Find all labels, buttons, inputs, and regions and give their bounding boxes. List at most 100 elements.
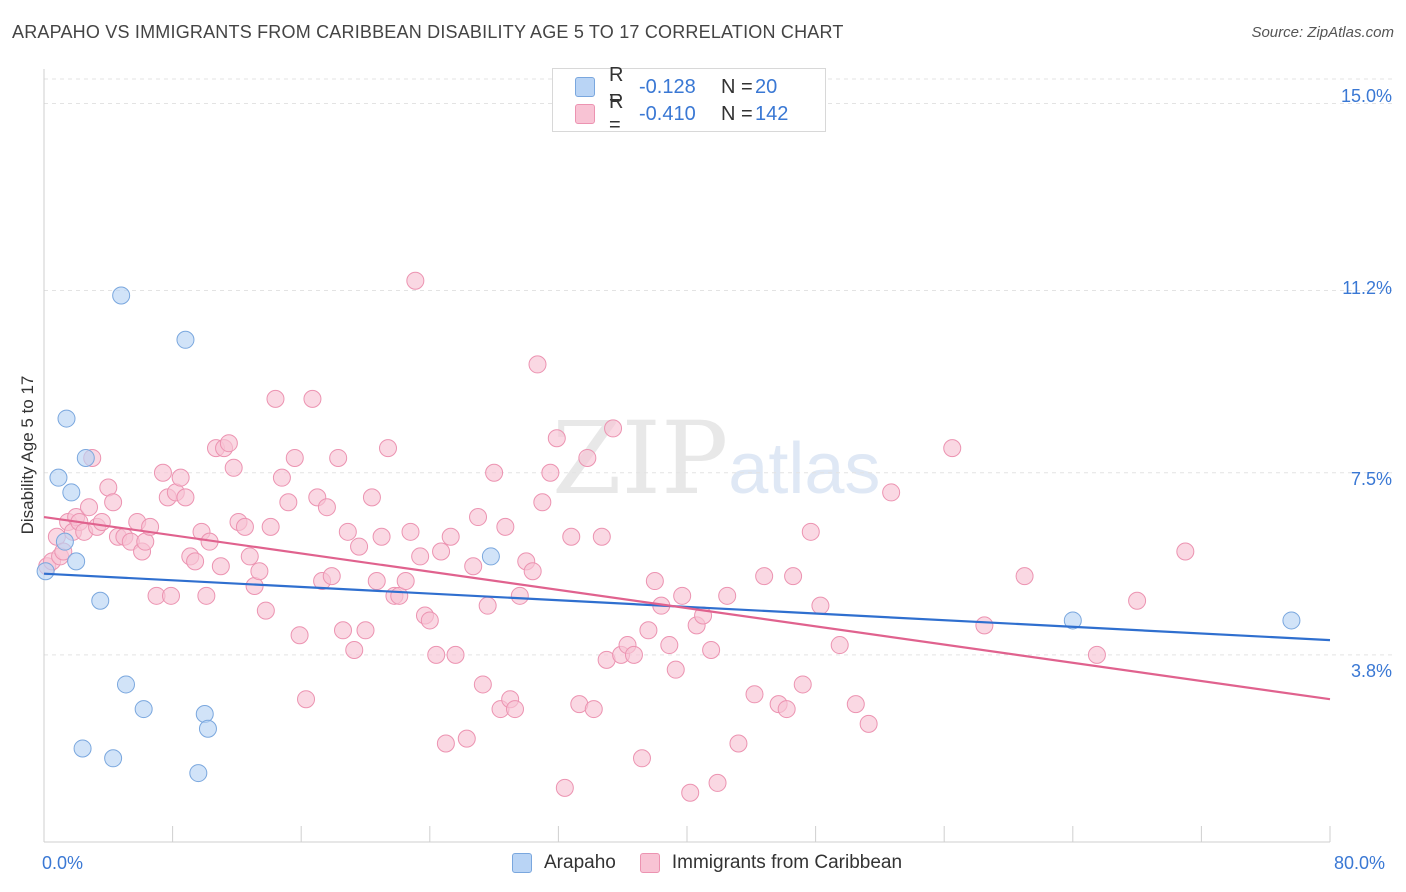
caribbean-point xyxy=(446,645,465,664)
grid-lines xyxy=(44,78,1392,656)
y-tick-label: 11.2% xyxy=(1342,278,1392,298)
caribbean-point xyxy=(367,572,386,591)
r-label: R = xyxy=(609,91,624,136)
caribbean-point xyxy=(317,498,336,517)
caribbean-point xyxy=(457,729,476,748)
caribbean-point xyxy=(197,586,216,605)
caribbean-point xyxy=(92,512,111,531)
caribbean-point xyxy=(279,493,298,512)
legend-row-arapaho: R = -0.128 N = 20 xyxy=(575,64,777,109)
arapaho-point xyxy=(49,468,68,487)
caribbean-point xyxy=(846,695,865,714)
caribbean-point xyxy=(496,517,515,536)
caribbean-point xyxy=(584,700,603,719)
caribbean-point xyxy=(362,488,381,507)
arapaho-point xyxy=(481,547,500,566)
caribbean-point xyxy=(345,640,364,659)
correlation-legend: R = -0.128 N = 20 R = -0.410 N = 142 xyxy=(552,64,826,136)
caribbean-point xyxy=(350,537,369,556)
caribbean-point xyxy=(485,463,504,482)
caribbean-point xyxy=(322,567,341,586)
caribbean-point xyxy=(176,488,195,507)
caribbean-swatch xyxy=(639,853,660,873)
caribbean-point xyxy=(745,685,764,704)
arapaho-point xyxy=(55,532,74,551)
arapaho-point xyxy=(189,764,208,783)
caribbean-point xyxy=(356,621,375,640)
arapaho-point xyxy=(195,704,214,723)
arapaho-point xyxy=(67,552,86,571)
caribbean-point xyxy=(427,645,446,664)
arapaho-point xyxy=(176,330,195,349)
arapaho-point xyxy=(62,483,81,502)
caribbean-point xyxy=(211,557,230,576)
caribbean-point xyxy=(240,547,259,566)
caribbean-point xyxy=(406,271,425,290)
arapaho-point xyxy=(91,591,110,610)
caribbean-point xyxy=(673,586,692,605)
caribbean-point xyxy=(104,493,123,512)
caribbean-point xyxy=(1015,567,1034,586)
caribbean-point xyxy=(261,517,280,536)
caribbean-point xyxy=(505,700,524,719)
caribbean-point xyxy=(266,389,285,408)
caribbean-point xyxy=(464,557,483,576)
axes xyxy=(43,69,1331,843)
caribbean-point xyxy=(329,448,348,467)
caribbean-point xyxy=(562,527,581,546)
legend-item-caribbean[interactable]: Immigrants from Caribbean xyxy=(639,852,902,874)
caribbean-point xyxy=(256,601,275,620)
caribbean-point xyxy=(171,468,190,487)
caribbean-point xyxy=(478,596,497,615)
caribbean-point xyxy=(801,522,820,541)
x-tick-label: 0.0% xyxy=(42,853,84,873)
caribbean-points xyxy=(38,271,1195,802)
y-tick-label: 7.5% xyxy=(1350,469,1392,489)
caribbean-point xyxy=(592,527,611,546)
n-label: N = xyxy=(721,102,753,125)
arapaho-point xyxy=(57,409,76,428)
caribbean-point xyxy=(624,645,643,664)
caribbean-point xyxy=(432,542,451,561)
caribbean-point xyxy=(859,714,878,733)
legend-item-arapaho[interactable]: Arapaho xyxy=(512,852,616,874)
x-tick-label: 80.0% xyxy=(1334,853,1386,873)
caribbean-point xyxy=(235,517,254,536)
arapaho-point xyxy=(1063,611,1082,630)
arapaho-point xyxy=(116,675,135,694)
caribbean-point xyxy=(660,636,679,655)
legend-label: Arapaho xyxy=(544,852,616,873)
caribbean-point xyxy=(604,419,623,438)
arapaho-points xyxy=(36,286,1301,783)
caribbean-point xyxy=(777,700,796,719)
caribbean-point xyxy=(469,508,488,527)
watermark-atlas: atlas xyxy=(728,429,881,509)
arapaho-point xyxy=(73,739,92,758)
arapaho-point xyxy=(1282,611,1301,630)
arapaho-point xyxy=(134,700,153,719)
caribbean-point xyxy=(632,749,651,768)
caribbean-point xyxy=(401,522,420,541)
caribbean-point xyxy=(533,493,552,512)
caribbean-point xyxy=(681,783,700,802)
caribbean-point xyxy=(290,626,309,645)
caribbean-swatch xyxy=(575,104,595,124)
caribbean-point xyxy=(578,448,597,467)
legend-row-caribbean: R = -0.410 N = 142 xyxy=(575,91,788,136)
caribbean-point xyxy=(285,448,304,467)
r-value: -0.128 xyxy=(639,75,696,98)
caribbean-point xyxy=(333,621,352,640)
r-value: -0.410 xyxy=(639,102,696,125)
caribbean-point xyxy=(436,734,455,753)
caribbean-point xyxy=(645,572,664,591)
arapaho-point xyxy=(76,448,95,467)
caribbean-point xyxy=(528,355,547,374)
caribbean-point xyxy=(411,547,430,566)
chart-title: ARAPAHO VS IMMIGRANTS FROM CARIBBEAN DIS… xyxy=(12,22,844,42)
arapaho-swatch xyxy=(575,77,595,97)
series-legend: Arapaho Immigrants from Caribbean xyxy=(512,852,926,874)
caribbean-point xyxy=(943,439,962,458)
caribbean-point xyxy=(219,434,238,453)
y-tick-label: 3.8% xyxy=(1350,661,1392,681)
